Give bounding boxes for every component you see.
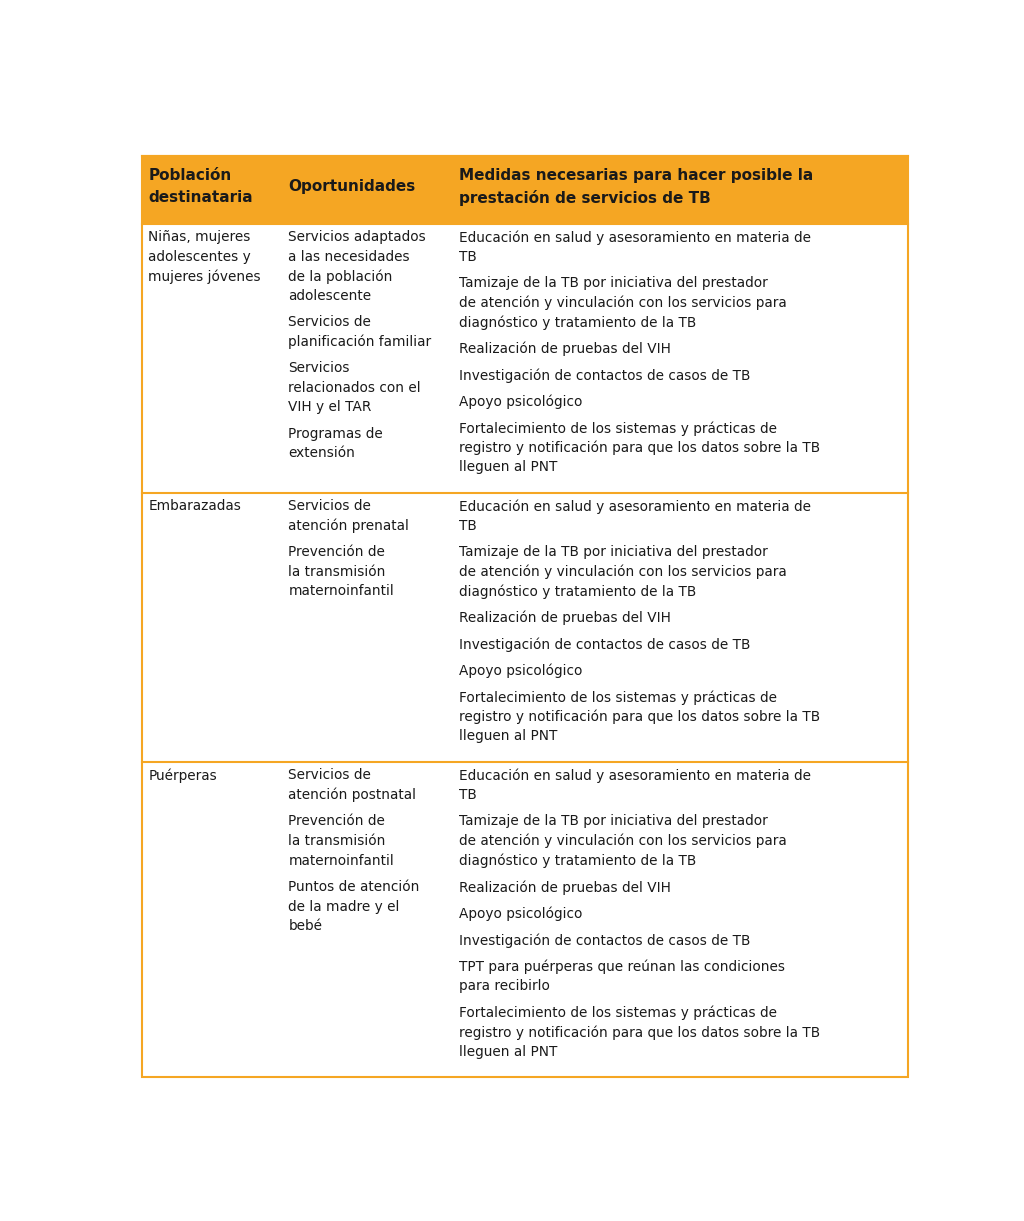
- Text: Servicios de: Servicios de: [289, 315, 371, 330]
- Text: Programas de: Programas de: [289, 427, 383, 441]
- Text: Educación en salud y asesoramiento en materia de: Educación en salud y asesoramiento en ma…: [459, 768, 811, 783]
- Text: diagnóstico y tratamiento de la TB: diagnóstico y tratamiento de la TB: [459, 585, 696, 598]
- Text: Prevención de: Prevención de: [289, 814, 385, 829]
- Text: de atención y vinculación con los servicios para: de atención y vinculación con los servic…: [459, 565, 786, 579]
- Bar: [142, 156, 907, 223]
- Text: atención prenatal: atención prenatal: [289, 519, 410, 534]
- Text: maternoinfantil: maternoinfantil: [289, 585, 394, 598]
- Text: lleguen al PNT: lleguen al PNT: [459, 1045, 557, 1059]
- Text: Educación en salud y asesoramiento en materia de: Educación en salud y asesoramiento en ma…: [459, 230, 811, 244]
- Text: lleguen al PNT: lleguen al PNT: [459, 729, 557, 744]
- Text: destinataria: destinataria: [148, 189, 253, 205]
- Text: Prevención de: Prevención de: [289, 546, 385, 559]
- Text: Educación en salud y asesoramiento en materia de: Educación en salud y asesoramiento en ma…: [459, 499, 811, 514]
- Text: la transmisión: la transmisión: [289, 834, 386, 849]
- Text: adolescente: adolescente: [289, 288, 372, 303]
- Text: diagnóstico y tratamiento de la TB: diagnóstico y tratamiento de la TB: [459, 315, 696, 330]
- Text: la transmisión: la transmisión: [289, 565, 386, 579]
- Text: maternoinfantil: maternoinfantil: [289, 853, 394, 868]
- Text: extensión: extensión: [289, 447, 355, 460]
- Text: planificación familiar: planificación familiar: [289, 335, 431, 349]
- Text: Servicios adaptados: Servicios adaptados: [289, 230, 426, 244]
- Text: registro y notificación para que los datos sobre la TB: registro y notificación para que los dat…: [459, 441, 820, 455]
- Text: bebé: bebé: [289, 919, 323, 933]
- Text: Embarazadas: Embarazadas: [148, 499, 241, 513]
- Text: Oportunidades: Oportunidades: [289, 179, 416, 194]
- Text: TB: TB: [459, 788, 477, 802]
- Text: VIH y el TAR: VIH y el TAR: [289, 400, 372, 414]
- Text: Apoyo psicológico: Apoyo psicológico: [459, 906, 583, 921]
- Text: atención postnatal: atención postnatal: [289, 788, 417, 802]
- Text: adolescentes y: adolescentes y: [148, 249, 251, 264]
- Text: Medidas necesarias para hacer posible la: Medidas necesarias para hacer posible la: [459, 168, 813, 183]
- Text: Fortalecimiento de los sistemas y prácticas de: Fortalecimiento de los sistemas y prácti…: [459, 421, 777, 436]
- Text: para recibirlo: para recibirlo: [459, 979, 550, 993]
- Text: TB: TB: [459, 519, 477, 532]
- Text: de atención y vinculación con los servicios para: de atención y vinculación con los servic…: [459, 834, 786, 849]
- Text: Apoyo psicológico: Apoyo psicológico: [459, 664, 583, 679]
- Bar: [142, 493, 907, 762]
- Text: Realización de pruebas del VIH: Realización de pruebas del VIH: [459, 880, 671, 895]
- Text: Realización de pruebas del VIH: Realización de pruebas del VIH: [459, 610, 671, 625]
- Text: Niñas, mujeres: Niñas, mujeres: [148, 230, 251, 244]
- Text: Tamizaje de la TB por iniciativa del prestador: Tamizaje de la TB por iniciativa del pre…: [459, 276, 768, 291]
- Text: de la población: de la población: [289, 269, 392, 283]
- Text: Fortalecimiento de los sistemas y prácticas de: Fortalecimiento de los sistemas y prácti…: [459, 690, 777, 705]
- Text: Servicios: Servicios: [289, 361, 350, 375]
- Text: registro y notificación para que los datos sobre la TB: registro y notificación para que los dat…: [459, 1026, 820, 1039]
- Text: Apoyo psicológico: Apoyo psicológico: [459, 394, 583, 409]
- Text: Tamizaje de la TB por iniciativa del prestador: Tamizaje de la TB por iniciativa del pre…: [459, 814, 768, 829]
- Text: lleguen al PNT: lleguen al PNT: [459, 460, 557, 474]
- Text: a las necesidades: a las necesidades: [289, 249, 410, 264]
- Bar: [142, 762, 907, 1077]
- Text: Población: Población: [148, 168, 231, 183]
- Text: Tamizaje de la TB por iniciativa del prestador: Tamizaje de la TB por iniciativa del pre…: [459, 546, 768, 559]
- Text: prestación de servicios de TB: prestación de servicios de TB: [459, 189, 711, 206]
- Text: Investigación de contactos de casos de TB: Investigación de contactos de casos de T…: [459, 637, 751, 652]
- Text: TPT para puérperas que reúnan las condiciones: TPT para puérperas que reúnan las condic…: [459, 960, 785, 974]
- Text: de la madre y el: de la madre y el: [289, 900, 399, 913]
- Text: Realización de pruebas del VIH: Realización de pruebas del VIH: [459, 342, 671, 357]
- Text: Investigación de contactos de casos de TB: Investigación de contactos de casos de T…: [459, 369, 751, 382]
- Text: Puntos de atención: Puntos de atención: [289, 880, 420, 894]
- Text: Servicios de: Servicios de: [289, 499, 371, 513]
- Text: de atención y vinculación con los servicios para: de atención y vinculación con los servic…: [459, 295, 786, 310]
- Text: diagnóstico y tratamiento de la TB: diagnóstico y tratamiento de la TB: [459, 853, 696, 868]
- Text: Puérperas: Puérperas: [148, 768, 217, 783]
- Text: mujeres jóvenes: mujeres jóvenes: [148, 269, 261, 283]
- Text: registro y notificación para que los datos sobre la TB: registro y notificación para que los dat…: [459, 709, 820, 724]
- Bar: [142, 223, 907, 493]
- Text: Fortalecimiento de los sistemas y prácticas de: Fortalecimiento de los sistemas y prácti…: [459, 1006, 777, 1020]
- Text: Investigación de contactos de casos de TB: Investigación de contactos de casos de T…: [459, 933, 751, 947]
- Text: relacionados con el: relacionados con el: [289, 381, 421, 394]
- Text: TB: TB: [459, 249, 477, 264]
- Text: Servicios de: Servicios de: [289, 768, 371, 783]
